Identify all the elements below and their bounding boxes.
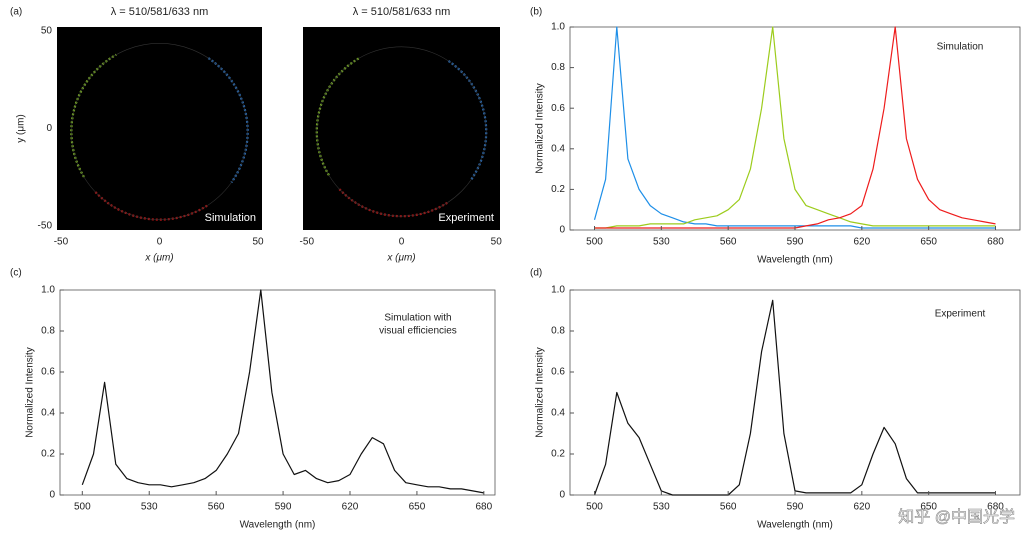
x-axis-label: Wavelength (nm) [240, 520, 316, 531]
plot-frame [569, 289, 1021, 496]
x-tick-label: 620 [342, 502, 359, 513]
x-tick-label: 650 [920, 502, 937, 513]
x-axis-label: x (μm) [144, 253, 173, 264]
x-tick-label: 0 [399, 237, 405, 248]
x-tick-label: 650 [920, 237, 937, 248]
y-tick-label: 0.8 [41, 326, 55, 337]
x-tick-label: 590 [787, 237, 804, 248]
spectrum-line [594, 26, 996, 229]
y-tick-label: 0 [559, 225, 565, 236]
panel-label: (a) [10, 7, 22, 18]
image-label: Simulation [205, 212, 256, 224]
x-tick-label: -50 [54, 237, 69, 248]
x-tick-label: 680 [987, 502, 1004, 513]
y-tick-label: 0 [559, 490, 565, 501]
annotation: visual efficiencies [379, 326, 457, 337]
x-axis-label: x (μm) [386, 253, 415, 264]
y-axis-label: Normalized Intensity [25, 347, 36, 438]
x-tick-label: 0 [157, 237, 163, 248]
image-label: Experiment [438, 212, 494, 224]
y-tick-label: 0.4 [551, 408, 565, 419]
y-tick-label: 0.2 [551, 449, 565, 460]
y-tick-label: 1.0 [41, 285, 55, 296]
panel-label: (b) [530, 7, 542, 18]
panel-label: (c) [10, 268, 22, 279]
y-axis-label: Normalized Intensity [535, 347, 546, 438]
y-tick-label: -50 [38, 221, 53, 232]
y-tick-label: 0 [49, 490, 55, 501]
x-tick-label: 620 [853, 502, 870, 513]
x-tick-label: -50 [300, 237, 315, 248]
x-tick-label: 530 [653, 502, 670, 513]
x-tick-label: 620 [853, 237, 870, 248]
x-tick-label: 650 [409, 502, 426, 513]
x-tick-label: 560 [720, 502, 737, 513]
x-tick-label: 590 [787, 502, 804, 513]
y-axis-label: Normalized Intensity [535, 83, 546, 174]
x-tick-label: 50 [252, 237, 264, 248]
ring [71, 43, 248, 220]
y-tick-label: 1.0 [551, 22, 565, 33]
y-tick-label: 0.4 [41, 408, 55, 419]
plot-frame [569, 26, 1021, 231]
y-axis-label: y (μm) [16, 114, 27, 143]
x-tick-label: 500 [586, 502, 603, 513]
y-tick-label: 0.6 [551, 103, 565, 114]
image-area [57, 27, 262, 230]
y-tick-label: 0.8 [551, 62, 565, 73]
title: λ = 510/581/633 nm [353, 6, 451, 18]
x-axis-label: Wavelength (nm) [757, 255, 833, 266]
y-tick-label: 0.4 [551, 143, 565, 154]
ring [316, 46, 487, 217]
plot-frame [59, 289, 496, 496]
y-tick-label: 0.2 [41, 449, 55, 460]
y-tick-label: 0.2 [551, 184, 565, 195]
annotation: Simulation with [384, 313, 451, 324]
y-tick-label: 0.6 [41, 367, 55, 378]
y-tick-label: 0.6 [551, 367, 565, 378]
y-tick-label: 0.8 [551, 326, 565, 337]
y-tick-label: 50 [41, 26, 53, 37]
x-tick-label: 530 [653, 237, 670, 248]
x-tick-label: 530 [141, 502, 158, 513]
panel-label: (d) [530, 268, 542, 279]
x-tick-label: 500 [74, 502, 91, 513]
x-tick-label: 680 [476, 502, 493, 513]
y-tick-label: 0 [46, 123, 52, 134]
title: λ = 510/581/633 nm [111, 6, 209, 18]
x-tick-label: 560 [720, 237, 737, 248]
image-area [303, 27, 500, 230]
x-tick-label: 590 [275, 502, 292, 513]
x-axis-label: Wavelength (nm) [757, 520, 833, 531]
annotation: Experiment [935, 309, 986, 320]
annotation: Simulation [937, 42, 984, 53]
x-tick-label: 500 [586, 237, 603, 248]
x-tick-label: 680 [987, 237, 1004, 248]
spectrum-line [81, 289, 484, 494]
watermark: 知乎 @中国光学 [898, 508, 1015, 526]
x-tick-label: 50 [491, 237, 503, 248]
x-tick-label: 560 [208, 502, 225, 513]
y-tick-label: 1.0 [551, 285, 565, 296]
